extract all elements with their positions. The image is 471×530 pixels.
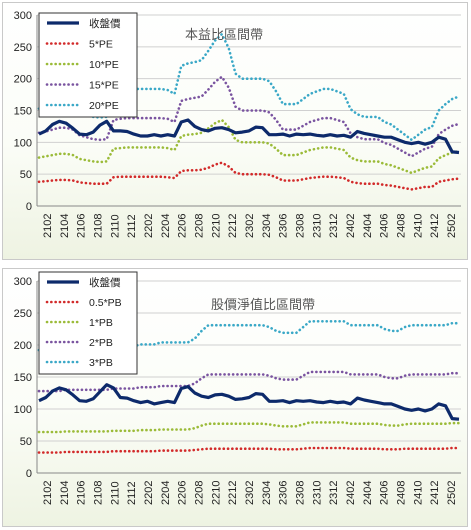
pe-x-tick-label: 2208 bbox=[194, 214, 206, 238]
pe-x-tick-label: 2312 bbox=[328, 214, 340, 238]
pe-x-tick-label: 2202 bbox=[143, 214, 155, 238]
pe-x-tick-label: 2110 bbox=[109, 214, 121, 238]
pe-x-tick-label: 2308 bbox=[295, 214, 307, 238]
pb-y-tick-label: 300 bbox=[14, 276, 32, 288]
pb-y-tick-label: 100 bbox=[14, 404, 32, 416]
pb-band-chart-panel: 0 50 100 150 200 250 300 2102 2104 2106 2108 2110 21… bbox=[2, 268, 468, 527]
pb-x-tick-label: 2308 bbox=[295, 481, 307, 505]
pe-x-tick-label: 2404 bbox=[362, 214, 374, 238]
pe-band-chart: 0 50 100 150 200 250 300 2102 2104 2106 2108 2110 21… bbox=[14, 10, 461, 238]
pb-legend bbox=[38, 271, 138, 375]
pb-series-line-2 bbox=[37, 421, 461, 434]
pe-x-tick-label: 2102 bbox=[42, 214, 54, 238]
pb-x-tick-label: 2210 bbox=[210, 481, 222, 505]
pb-x-tick-label: 2212 bbox=[227, 481, 239, 505]
pb-x-tick-label: 2204 bbox=[160, 481, 172, 505]
pb-y-tick-label: 0 bbox=[26, 468, 32, 480]
pb-x-tick-label: 2208 bbox=[194, 481, 206, 505]
pb-legend-label: 1*PB bbox=[89, 317, 113, 329]
pb-legend-label: 收盤價 bbox=[89, 276, 121, 289]
pb-x-tick-label: 2302 bbox=[244, 481, 256, 505]
pb-x-tick-label: 2404 bbox=[362, 481, 374, 505]
pb-x-tick-label: 2106 bbox=[76, 481, 88, 505]
pe-x-tick-label: 2402 bbox=[345, 214, 357, 238]
pe-x-tick-label: 2204 bbox=[160, 214, 172, 238]
pb-y-tick-label: 250 bbox=[14, 308, 32, 320]
pb-x-tick-label: 2408 bbox=[396, 481, 408, 505]
pe-legend-label: 10*PE bbox=[89, 59, 119, 71]
pe-x-tick-label: 2210 bbox=[210, 214, 222, 238]
pb-x-tick-label: 2104 bbox=[59, 481, 71, 505]
pb-x-tick-label: 2412 bbox=[429, 481, 441, 505]
pb-x-tick-label: 2102 bbox=[42, 481, 54, 505]
pe-series-line-0 bbox=[38, 118, 460, 155]
pe-legend-label: 15*PE bbox=[89, 80, 119, 92]
pe-legend-label: 5*PE bbox=[89, 39, 113, 51]
pe-series-line-2 bbox=[37, 118, 461, 175]
pe-x-tick-label: 2106 bbox=[76, 214, 88, 238]
pe-x-tick-label: 2108 bbox=[93, 214, 105, 238]
pe-x-tick-label: 2302 bbox=[244, 214, 256, 238]
pe-legend bbox=[38, 12, 138, 118]
pe-x-tick-label: 2206 bbox=[177, 214, 189, 238]
pe-y-tick-label: 150 bbox=[14, 106, 32, 118]
pb-x-tick-label: 2402 bbox=[345, 481, 357, 505]
pe-y-tick-label: 50 bbox=[20, 169, 32, 181]
pb-legend-label: 3*PB bbox=[89, 357, 113, 369]
pe-x-tick-label: 2212 bbox=[227, 214, 239, 238]
pb-x-tick-label: 2112 bbox=[126, 481, 138, 505]
pb-x-tick-label: 2304 bbox=[261, 481, 273, 505]
pb-legend-label: 0.5*PB bbox=[89, 297, 122, 309]
pe-x-tick-label: 2408 bbox=[396, 214, 408, 238]
pe-x-tick-label: 2310 bbox=[311, 214, 323, 238]
pb-band-chart: 0 50 100 150 200 250 300 2102 2104 2106 2108 2110 21… bbox=[14, 271, 461, 505]
pb-x-tick-label: 2312 bbox=[328, 481, 340, 505]
pe-band-chart-panel: 0 50 100 150 200 250 300 2102 2104 2106 2108 2110 21… bbox=[2, 2, 468, 260]
pb-x-tick-label: 2206 bbox=[177, 481, 189, 505]
pb-series-line-4 bbox=[37, 319, 461, 352]
pb-y-tick-label: 200 bbox=[14, 340, 32, 352]
pe-x-tick-label: 2502 bbox=[446, 214, 458, 238]
pe-y-tick-label: 0 bbox=[26, 201, 32, 213]
pb-x-tick-label: 2502 bbox=[446, 481, 458, 505]
pb-series-line-1 bbox=[37, 446, 461, 454]
pb-series-line-3 bbox=[37, 370, 461, 393]
pe-series-line-3 bbox=[37, 74, 461, 158]
pe-y-tick-label: 200 bbox=[14, 74, 32, 86]
pb-x-tick-label: 2110 bbox=[109, 481, 121, 505]
pe-y-tick-label: 100 bbox=[14, 137, 32, 149]
pb-x-tick-label: 2310 bbox=[311, 481, 323, 505]
pe-x-tick-label: 2406 bbox=[379, 214, 391, 238]
pe-x-tick-label: 2112 bbox=[126, 214, 138, 238]
pb-chart-title: 股價淨值比區間帶 bbox=[211, 297, 315, 313]
pe-chart-title: 本益比區間帶 bbox=[185, 28, 263, 43]
pe-x-tick-label: 2104 bbox=[59, 214, 71, 238]
pb-legend-label: 2*PB bbox=[89, 337, 113, 349]
pe-y-tick-label: 300 bbox=[14, 10, 32, 22]
pb-x-tick-label: 2410 bbox=[412, 481, 424, 505]
pb-x-tick-label: 2108 bbox=[93, 481, 105, 505]
pe-legend-label: 20*PE bbox=[89, 100, 119, 112]
pb-x-tick-label: 2306 bbox=[278, 481, 290, 505]
pe-x-tick-label: 2304 bbox=[261, 214, 273, 238]
pb-x-tick-label: 2202 bbox=[143, 481, 155, 505]
pe-x-tick-label: 2306 bbox=[278, 214, 290, 238]
pe-x-tick-label: 2412 bbox=[429, 214, 441, 238]
pe-y-tick-label: 250 bbox=[14, 42, 32, 54]
pb-y-tick-label: 150 bbox=[14, 372, 32, 384]
pe-x-tick-label: 2410 bbox=[412, 214, 424, 238]
pb-x-tick-label: 2406 bbox=[379, 481, 391, 505]
pb-y-tick-label: 50 bbox=[20, 436, 32, 448]
pb-series-line-0 bbox=[38, 383, 460, 421]
pe-legend-label: 收盤價 bbox=[89, 17, 121, 30]
